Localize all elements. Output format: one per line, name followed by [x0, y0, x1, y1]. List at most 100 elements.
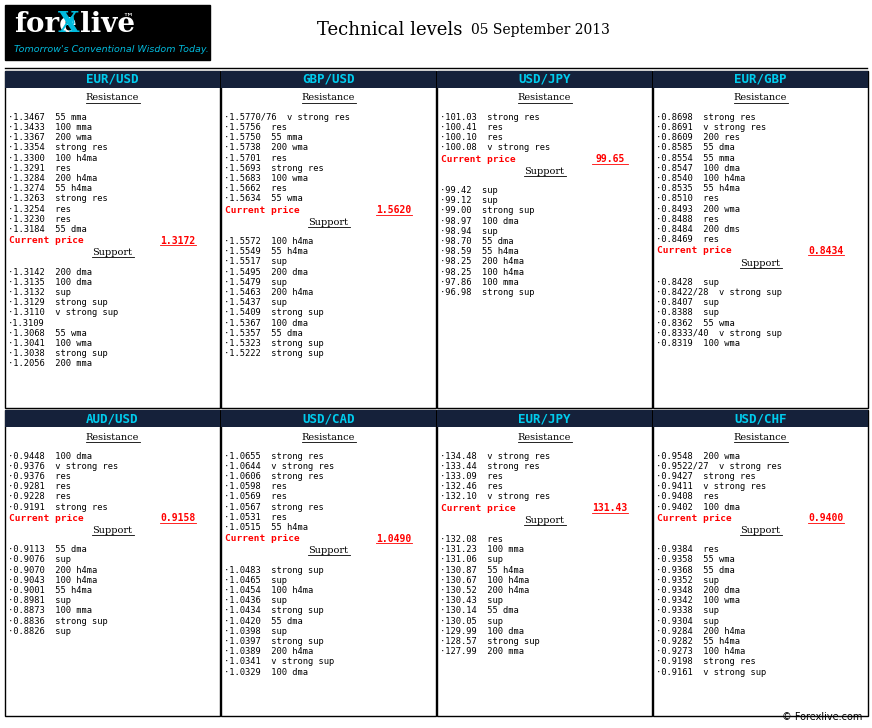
Text: ·1.3109: ·1.3109 [8, 319, 44, 328]
Bar [653, 410, 868, 427]
Text: Current price: Current price [657, 246, 732, 256]
Text: Resistance: Resistance [302, 93, 355, 103]
Text: Support: Support [309, 218, 349, 226]
Text: ·1.0341  v strong sup: ·1.0341 v strong sup [224, 657, 334, 667]
Text: ·134.48  v strong res: ·134.48 v strong res [440, 451, 550, 461]
Text: ·0.9338  sup: ·0.9338 sup [656, 606, 719, 615]
Text: ·1.5701  res: ·1.5701 res [224, 154, 287, 162]
Text: ·0.9304  sup: ·0.9304 sup [656, 617, 719, 625]
Text: ·0.8691  v strong res: ·0.8691 v strong res [656, 123, 766, 132]
Text: ·0.9342  100 wma: ·0.9342 100 wma [656, 596, 740, 605]
Text: ·0.8493  200 wma: ·0.8493 200 wma [656, 205, 740, 213]
Text: Current price: Current price [225, 534, 300, 543]
Text: ·0.8422/28  v strong sup: ·0.8422/28 v strong sup [656, 288, 782, 297]
Bar [221, 71, 436, 408]
Text: ·131.06  sup: ·131.06 sup [440, 555, 503, 564]
Text: ·1.0567  strong res: ·1.0567 strong res [224, 503, 324, 512]
Text: ·1.3263  strong res: ·1.3263 strong res [8, 194, 108, 203]
Text: ·1.3142  200 dma: ·1.3142 200 dma [8, 267, 92, 277]
Text: ·130.67  100 h4ma: ·130.67 100 h4ma [440, 576, 529, 585]
Text: ·130.05  sup: ·130.05 sup [440, 617, 503, 625]
Text: EUR/USD: EUR/USD [86, 73, 139, 86]
Text: EUR/GBP: EUR/GBP [734, 73, 787, 86]
Text: Support: Support [524, 167, 564, 175]
Text: ·1.3354  strong res: ·1.3354 strong res [8, 143, 108, 152]
Bar [437, 410, 652, 716]
Text: Current price: Current price [657, 514, 732, 523]
Text: ·129.99  100 dma: ·129.99 100 dma [440, 627, 524, 636]
Text: ·1.0389  200 h4ma: ·1.0389 200 h4ma [224, 647, 313, 657]
Text: ·0.8609  200 res: ·0.8609 200 res [656, 133, 740, 142]
Text: ·0.9368  55 dma: ·0.9368 55 dma [656, 566, 735, 574]
Text: ·0.8362  55 wma: ·0.8362 55 wma [656, 319, 735, 328]
Text: ·1.5495  200 dma: ·1.5495 200 dma [224, 267, 308, 277]
Text: ·1.5634  55 wma: ·1.5634 55 wma [224, 194, 303, 203]
Text: fore: fore [14, 12, 77, 39]
Text: ·1.0397  strong sup: ·1.0397 strong sup [224, 637, 324, 646]
Text: GBP/USD: GBP/USD [303, 73, 355, 86]
Text: ·100.10  res: ·100.10 res [440, 133, 503, 142]
Text: ·1.0454  100 h4ma: ·1.0454 100 h4ma [224, 586, 313, 595]
Text: ·0.8554  55 mma: ·0.8554 55 mma [656, 154, 735, 162]
Bar [5, 71, 220, 408]
Text: ·1.5683  100 wma: ·1.5683 100 wma [224, 174, 308, 183]
Text: ·1.5479  sup: ·1.5479 sup [224, 277, 287, 287]
Text: ·0.9548  200 wma: ·0.9548 200 wma [656, 451, 740, 461]
Text: ·1.3367  200 wma: ·1.3367 200 wma [8, 133, 92, 142]
Text: ·0.9358  55 wma: ·0.9358 55 wma [656, 555, 735, 564]
Text: ·0.9522/27  v strong res: ·0.9522/27 v strong res [656, 462, 782, 471]
Text: ·0.8547  100 dma: ·0.8547 100 dma [656, 164, 740, 173]
Bar [5, 410, 220, 716]
Text: EUR/JPY: EUR/JPY [518, 412, 571, 425]
Text: Support: Support [92, 526, 133, 535]
Text: Current price: Current price [9, 514, 84, 523]
Text: ·0.8698  strong res: ·0.8698 strong res [656, 113, 756, 122]
Text: ·97.86  100 mma: ·97.86 100 mma [440, 277, 519, 287]
Text: 0.8434: 0.8434 [808, 246, 843, 256]
Text: 0.9400: 0.9400 [808, 513, 843, 523]
Bar [437, 410, 652, 427]
Text: ·0.8388  sup: ·0.8388 sup [656, 308, 719, 317]
Text: ·1.5463  200 h4ma: ·1.5463 200 h4ma [224, 288, 313, 297]
Text: Resistance: Resistance [518, 432, 571, 441]
Text: ·1.0398  sup: ·1.0398 sup [224, 627, 287, 636]
Text: Resistance: Resistance [85, 432, 140, 441]
Text: ·0.8510  res: ·0.8510 res [656, 194, 719, 203]
Text: ·1.0531  res: ·1.0531 res [224, 513, 287, 522]
Text: ·1.0598  res: ·1.0598 res [224, 482, 287, 491]
Text: ·101.03  strong res: ·101.03 strong res [440, 113, 540, 122]
Text: Support: Support [92, 248, 133, 257]
Text: ·0.8484  200 dms: ·0.8484 200 dms [656, 225, 740, 234]
Text: ·0.8826  sup: ·0.8826 sup [8, 627, 71, 636]
Text: ·1.2056  200 mma: ·1.2056 200 mma [8, 360, 92, 368]
Text: ·131.23  100 mma: ·131.23 100 mma [440, 545, 524, 554]
Text: 0.9158: 0.9158 [160, 513, 195, 523]
Text: ·132.08  res: ·132.08 res [440, 535, 503, 544]
Bar [653, 71, 868, 408]
Text: 131.43: 131.43 [592, 503, 628, 513]
Text: live: live [80, 12, 135, 39]
Text: ·0.9113  55 dma: ·0.9113 55 dma [8, 545, 86, 554]
Text: ·98.70  55 dma: ·98.70 55 dma [440, 237, 514, 246]
Text: ·0.9198  strong res: ·0.9198 strong res [656, 657, 756, 667]
Text: ·0.8535  55 h4ma: ·0.8535 55 h4ma [656, 184, 740, 193]
Text: ·132.46  res: ·132.46 res [440, 482, 503, 491]
Bar [653, 71, 868, 88]
Text: Resistance: Resistance [734, 93, 787, 103]
Text: ·130.14  55 dma: ·130.14 55 dma [440, 606, 519, 615]
Text: ·1.3041  100 wma: ·1.3041 100 wma [8, 339, 92, 348]
Text: ·1.3135  100 dma: ·1.3135 100 dma [8, 277, 92, 287]
Text: ·1.0329  100 dma: ·1.0329 100 dma [224, 668, 308, 677]
Text: ·0.8407  sup: ·0.8407 sup [656, 298, 719, 307]
Text: ·1.0606  strong res: ·1.0606 strong res [224, 472, 324, 481]
Text: ·1.3184  55 dma: ·1.3184 55 dma [8, 225, 86, 234]
Text: ·0.9352  sup: ·0.9352 sup [656, 576, 719, 585]
Text: ·99.42  sup: ·99.42 sup [440, 186, 498, 195]
Text: ·1.0655  strong res: ·1.0655 strong res [224, 451, 324, 461]
Text: ·0.9427  strong res: ·0.9427 strong res [656, 472, 756, 481]
Text: ·0.8836  strong sup: ·0.8836 strong sup [8, 617, 108, 625]
Text: ·1.5517  sup: ·1.5517 sup [224, 257, 287, 266]
Bar [5, 5, 210, 60]
Text: ·0.8873  100 mma: ·0.8873 100 mma [8, 606, 92, 615]
Text: ·1.3129  strong sup: ·1.3129 strong sup [8, 298, 108, 307]
